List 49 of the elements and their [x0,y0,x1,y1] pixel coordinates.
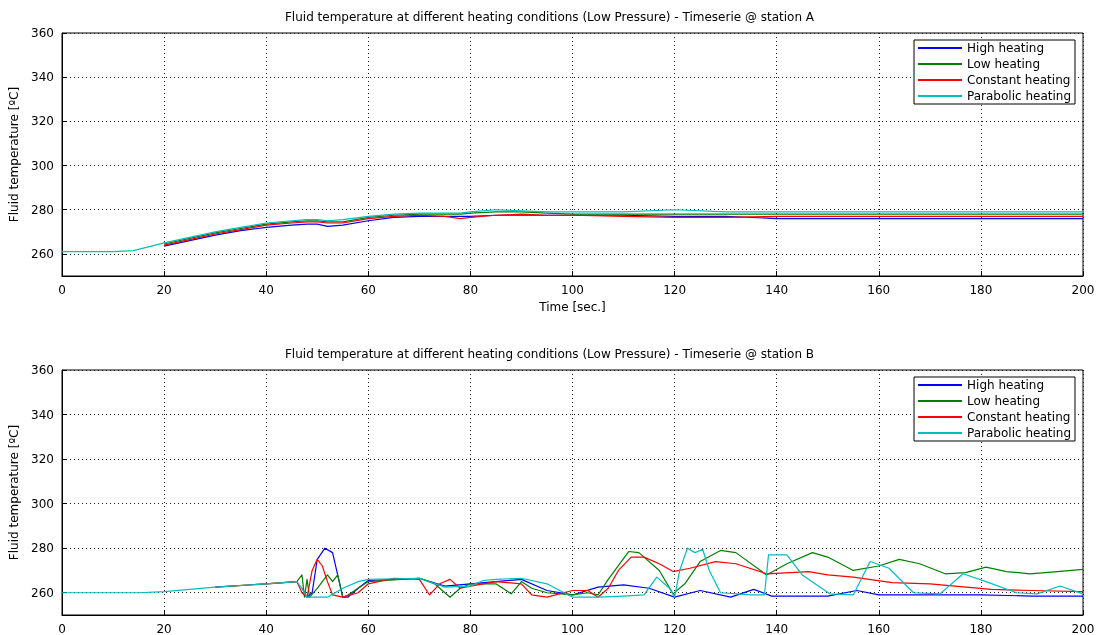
x-tick-label: 140 [765,283,789,297]
y-tick-label: 260 [31,585,54,600]
x-axis-title: Time [sec.] [538,299,606,314]
y-axis-title: Fluid temperature [ºC] [7,86,22,223]
legend-label: Parabolic heating [967,89,1071,103]
y-tick-label: 360 [31,363,54,377]
y-tick-label: 280 [31,202,54,217]
x-tick-label: 100 [561,622,584,635]
x-tick-label: 180 [969,283,993,297]
line-series [61,209,1084,253]
legend-label: Low heating [967,394,1041,408]
x-tick-label: 100 [561,283,584,297]
y-tick-label: 340 [31,70,54,85]
x-tick-label: 160 [867,283,891,297]
x-tick-label: 200 [1071,622,1095,635]
x-tick-label: 0 [58,622,66,635]
x-tick-label: 40 [258,283,274,297]
x-tick-label: 60 [360,283,376,297]
y-axis-title: Fluid temperature [ºC] [7,424,22,561]
x-tick-label: 180 [969,622,993,635]
legend-label: Constant heating [967,410,1071,424]
y-tick-label: 300 [31,158,54,173]
y-tick-label: 260 [31,246,54,261]
legend-label: Parabolic heating [967,426,1071,440]
x-tick-label: 80 [462,283,479,297]
y-tick-label: 300 [31,496,54,511]
legend-label: High heating [967,378,1045,392]
x-tick-label: 140 [765,622,789,635]
x-tick-label: 80 [462,622,479,635]
x-tick-label: 0 [58,283,66,297]
y-tick-label: 320 [31,452,54,467]
chart-title: Fluid temperature at different heating conditions (Low Pressure) - Timeserie @ station B [284,347,815,361]
x-tick-label: 20 [156,283,172,297]
y-tick-label: 360 [31,26,54,40]
legend-label: Constant heating [967,73,1071,87]
line-series [61,547,1084,598]
y-tick-label: 320 [31,114,54,129]
x-tick-label: 20 [156,622,172,635]
x-tick-label: 40 [258,622,274,635]
x-tick-label: 60 [360,622,376,635]
x-tick-label: 120 [663,283,687,297]
x-tick-label: 120 [663,622,687,635]
chart-title: Fluid temperature at different heating conditions (Low Pressure) - Timeserie @ station A [284,10,815,24]
y-tick-label: 280 [31,541,54,556]
x-tick-label: 200 [1071,283,1095,297]
x-tick-label: 160 [867,622,891,635]
legend-label: High heating [967,41,1045,55]
legend-label: Low heating [967,57,1041,71]
y-tick-label: 340 [31,407,54,422]
